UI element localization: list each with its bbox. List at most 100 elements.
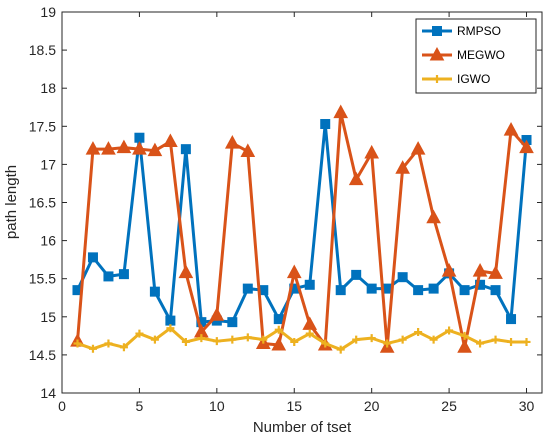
data-point <box>475 279 486 290</box>
data-point <box>132 141 147 155</box>
y-tick-label: 17.5 <box>29 118 56 134</box>
data-point <box>197 334 206 343</box>
data-point <box>519 139 534 154</box>
data-point <box>459 285 470 296</box>
data-point <box>383 339 392 348</box>
data-point <box>274 325 283 334</box>
data-point <box>73 339 82 348</box>
data-point <box>228 335 237 344</box>
legend-marker <box>432 26 442 36</box>
data-point <box>395 160 410 174</box>
legend-label: MEGWO <box>457 48 505 62</box>
x-tick-label: 30 <box>519 398 535 414</box>
data-point <box>118 269 129 280</box>
data-point <box>366 283 377 294</box>
legend-label: IGWO <box>457 72 490 86</box>
data-point <box>150 335 159 344</box>
data-point <box>476 339 485 348</box>
data-point <box>165 315 176 326</box>
data-point <box>135 329 144 338</box>
data-point <box>351 269 362 280</box>
data-point <box>522 337 531 346</box>
data-point <box>503 122 519 136</box>
series-igwo <box>73 324 531 354</box>
y-tick-label: 19 <box>40 4 56 20</box>
y-tick-label: 18.5 <box>29 42 56 58</box>
data-point <box>441 263 457 277</box>
axis-tick-labels: 0 5 10 15 20 25 30 14 14.5 15 15.5 16 16.5 17 17.5 18 18… <box>29 4 535 414</box>
data-point <box>428 283 439 294</box>
data-point <box>259 335 268 344</box>
data-point <box>286 264 302 279</box>
data-point <box>180 144 191 155</box>
x-tick-label: 5 <box>136 398 144 414</box>
data-point <box>227 317 238 328</box>
data-point <box>104 339 113 348</box>
data-point <box>116 139 132 154</box>
data-point <box>460 331 469 340</box>
data-point <box>240 143 256 157</box>
data-point <box>163 133 178 148</box>
y-axis-label: path length <box>3 165 20 239</box>
data-point <box>335 285 346 296</box>
data-point <box>273 314 284 325</box>
data-point <box>87 252 98 263</box>
data-point <box>305 329 314 338</box>
data-point <box>488 265 503 279</box>
data-point <box>352 335 361 344</box>
series-megwo <box>70 104 534 353</box>
y-tick-label: 18 <box>40 80 56 96</box>
data-point <box>304 279 315 290</box>
legend-label: RMPSO <box>457 24 501 38</box>
y-tick-label: 16 <box>40 233 56 249</box>
data-point <box>242 283 253 294</box>
data-point <box>348 171 364 186</box>
data-point <box>243 333 252 342</box>
y-tick-label: 14.5 <box>29 347 56 363</box>
data-point <box>472 263 488 277</box>
data-point <box>166 324 175 333</box>
data-point <box>397 272 408 283</box>
data-point <box>336 345 345 354</box>
data-point <box>414 328 423 337</box>
data-point <box>271 336 287 351</box>
data-point <box>103 271 114 282</box>
data-point <box>212 337 221 346</box>
data-point <box>134 132 145 143</box>
data-point <box>506 314 517 325</box>
legend-entry: IGWO <box>422 72 490 86</box>
data-point <box>426 209 441 224</box>
data-point <box>88 344 97 353</box>
data-point <box>119 343 128 352</box>
data-point <box>321 339 330 348</box>
data-point <box>85 141 101 155</box>
legend-entry: MEGWO <box>422 46 505 62</box>
legend-marker <box>433 75 441 83</box>
data-point <box>491 335 500 344</box>
axis-ticks <box>61 11 542 394</box>
data-point <box>507 337 516 346</box>
data-point <box>302 316 318 330</box>
x-tick-label: 25 <box>441 398 457 414</box>
data-point <box>209 307 225 321</box>
x-tick-label: 0 <box>58 398 66 414</box>
x-axis-label: Number of tset <box>253 419 352 436</box>
data-point <box>101 141 116 155</box>
data-point <box>410 141 426 155</box>
y-tick-label: 15.5 <box>29 271 56 287</box>
x-tick-label: 10 <box>209 398 225 414</box>
data-point <box>413 285 424 296</box>
data-point <box>181 337 190 346</box>
legend-marker <box>429 46 445 61</box>
y-tick-label: 16.5 <box>29 195 56 211</box>
data-point <box>224 135 240 149</box>
data-point <box>147 142 163 157</box>
x-tick-label: 20 <box>364 398 380 414</box>
data-point <box>178 264 194 279</box>
data-point <box>445 326 454 335</box>
data-point <box>490 285 501 296</box>
data-point <box>290 337 299 346</box>
y-tick-label: 14 <box>40 385 56 401</box>
legend-entry: RMPSO <box>422 24 501 38</box>
